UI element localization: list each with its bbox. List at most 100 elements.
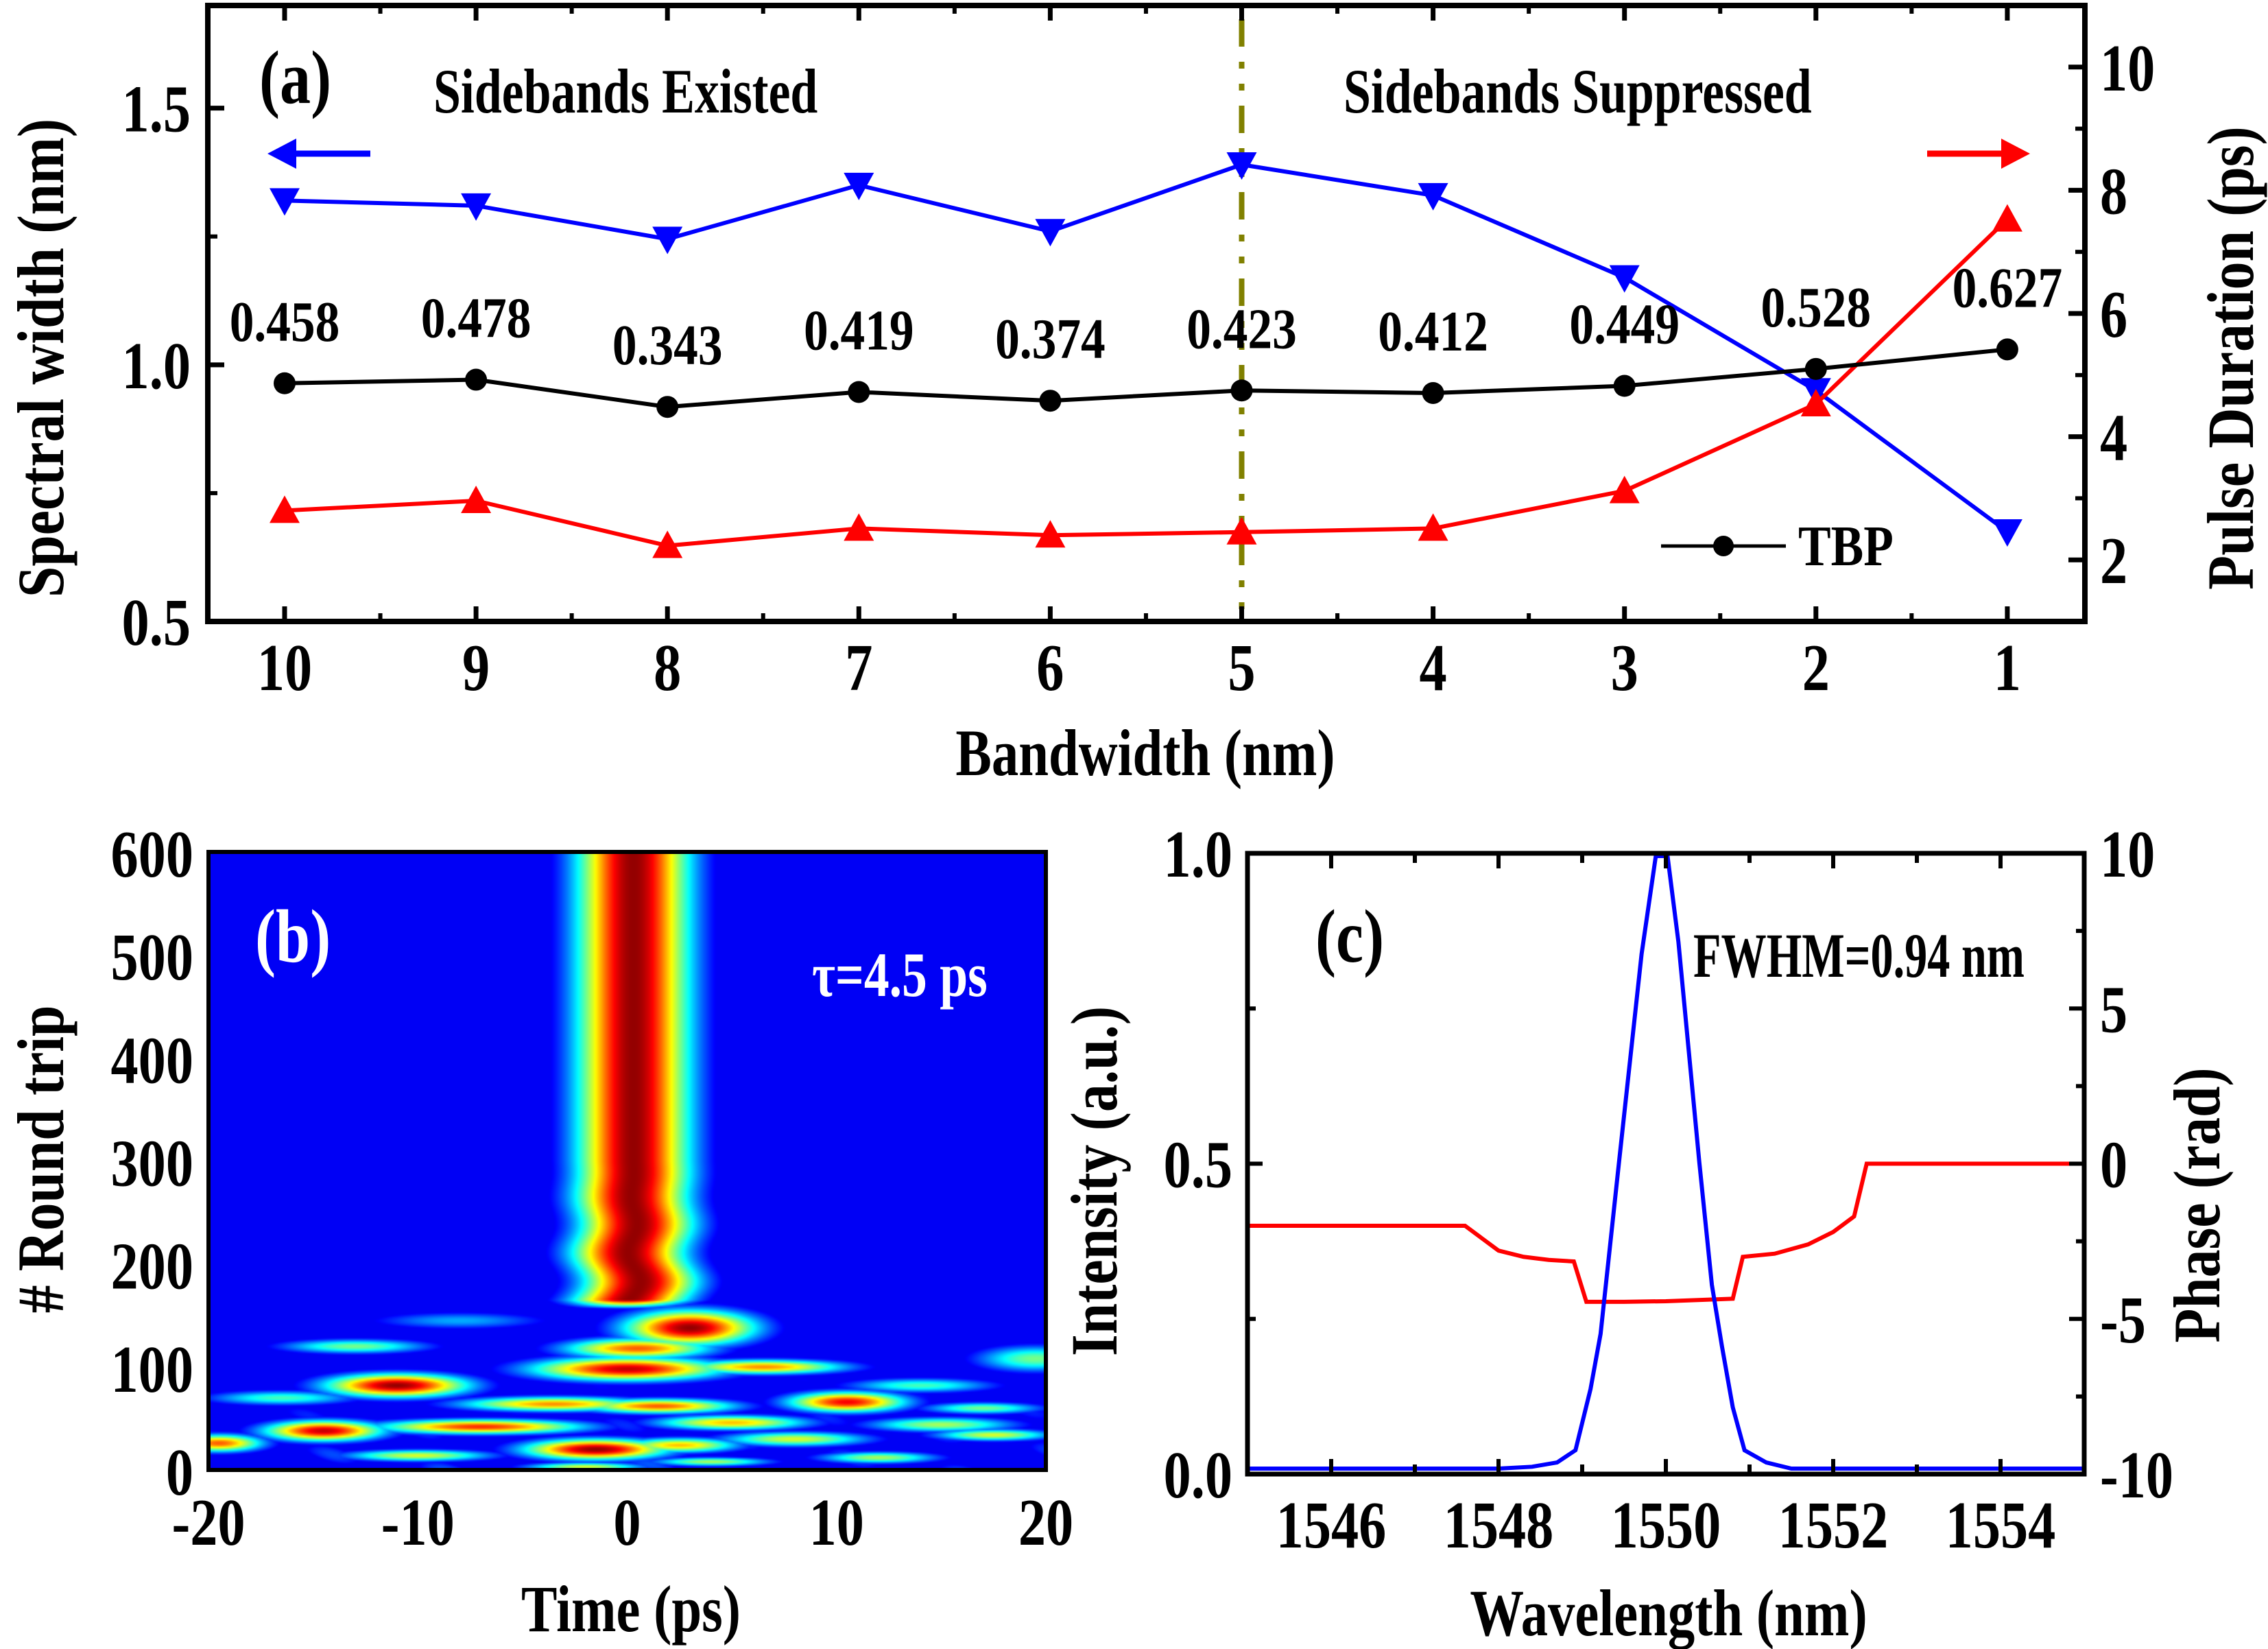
heatmap-container	[208, 852, 1046, 1470]
pulse-duration-marker	[1418, 513, 1448, 541]
spectral-width-marker	[1418, 182, 1448, 211]
panel-c: 1546 1548 1550 1552 1554 0.0 0.5 1.0 -10 -5 0 5 10 (…	[1059, 818, 2234, 1649]
heatmap	[208, 852, 1046, 1470]
pulse-duration-marker	[1226, 517, 1257, 545]
tbp-marker	[1996, 338, 2018, 361]
y2-tick-label: 8	[2100, 154, 2127, 228]
x-tick-label: 0	[613, 1486, 641, 1560]
y-tick-label: 0.5	[122, 586, 191, 660]
intensity-curve	[1248, 854, 2084, 1471]
y2-tick-label: 0	[2100, 1128, 2127, 1202]
tbp-marker	[465, 368, 488, 391]
y2-tick-label: 10	[2100, 818, 2155, 892]
x-tick-label: 4	[1420, 631, 1447, 705]
tbp-legend-text: TBP	[1798, 514, 1894, 578]
x-tick-label: 5	[1228, 631, 1255, 705]
tbp-legend: TBP	[1661, 514, 1894, 578]
x-tick-label: 8	[654, 631, 681, 705]
spectral-width-marker	[1035, 219, 1066, 247]
left-axis-arrow-icon	[267, 139, 370, 169]
panel-a: 0.458 0.478 0.343 0.419 0.374 0.423 0.412 0.449…	[5, 3, 2268, 790]
tbp-marker	[1039, 390, 1062, 412]
x-tick-label: 2	[1802, 631, 1830, 705]
sidebands-suppressed-annotation: Sidebands Suppressed	[1344, 56, 1812, 126]
y2-tick-label: 10	[2100, 31, 2155, 105]
panel-c-y2label: Phase (rad)	[2162, 1067, 2234, 1342]
pulse-duration-marker	[1992, 204, 2022, 232]
x-tick-label: -20	[171, 1486, 245, 1560]
y2-tick-label: 2	[2100, 524, 2127, 598]
y-tick-label: 400	[110, 1023, 193, 1098]
x-tick-label: 3	[1611, 631, 1638, 705]
tbp-data-label: 0.478	[421, 286, 532, 350]
y2-tick-label: -10	[2100, 1438, 2173, 1512]
panel-c-label: (c)	[1315, 894, 1384, 978]
x-tick-label: 6	[1036, 631, 1064, 705]
tbp-marker	[656, 396, 679, 418]
pulse-duration-marker	[1035, 520, 1066, 548]
tbp-data-label: 0.627	[1953, 256, 2063, 320]
tbp-marker	[1230, 379, 1253, 402]
tbp-data-label: 0.412	[1378, 300, 1488, 364]
right-axis-arrow-icon	[1927, 139, 2030, 169]
pulse-duration-marker	[461, 485, 492, 513]
y2-tick-label: -5	[2100, 1283, 2146, 1357]
tbp-legend-marker	[1713, 536, 1734, 556]
pulse-duration-marker	[652, 530, 683, 558]
pulse-width-annotation: τ=4.5 ps	[812, 940, 988, 1010]
y2-tick-label: 6	[2100, 278, 2127, 352]
panel-c-ticks: 1546 1548 1550 1552 1554 0.0 0.5 1.0 -10 -5 0 5 10	[1164, 818, 2174, 1563]
pulse-duration-marker	[270, 495, 300, 523]
spectral-width-marker	[461, 193, 492, 221]
tbp-data-label: 0.419	[804, 298, 914, 362]
sidebands-existed-annotation: Sidebands Existed	[433, 56, 817, 126]
x-tick-label: 1552	[1778, 1488, 1889, 1563]
pulse-duration-line	[284, 217, 2009, 548]
x-tick-label: 20	[1018, 1486, 1073, 1560]
fwhm-annotation: FWHM=0.94 nm	[1693, 922, 2025, 991]
x-tick-label: 9	[462, 631, 490, 705]
y-tick-label: 200	[110, 1229, 193, 1303]
tbp-marker	[274, 372, 296, 394]
y-tick-label: 1.0	[1164, 818, 1232, 892]
y-tick-label: 0.5	[1164, 1128, 1232, 1202]
tbp-marker	[1804, 357, 1827, 380]
tbp-data-label: 0.423	[1186, 297, 1297, 361]
pulse-duration-marker	[1609, 475, 1640, 503]
x-tick-label: 1546	[1276, 1488, 1387, 1563]
x-tick-label: 10	[809, 1486, 864, 1560]
x-tick-label: 1	[1994, 631, 2021, 705]
panel-a-y2label: Pulse Duration (ps)	[2195, 126, 2268, 589]
tbp-data-label: 0.374	[995, 307, 1106, 371]
y-tick-label: 100	[110, 1332, 193, 1406]
y-tick-label: 0	[166, 1436, 193, 1510]
spectral-width-marker	[1609, 265, 1640, 293]
tbp-marker	[1422, 381, 1444, 404]
spectral-width-marker	[1226, 152, 1257, 180]
tbp-marker	[1613, 375, 1636, 397]
panel-a-xlabel: Bandwidth (nm)	[955, 717, 1335, 790]
panel-b-ylabel: # Round trip	[5, 1006, 78, 1314]
tbp-data-label: 0.343	[612, 313, 723, 377]
y-tick-label: 1.0	[122, 329, 191, 403]
y-tick-label: 500	[110, 921, 193, 995]
y-tick-label: 0.0	[1164, 1438, 1232, 1512]
phase-curve	[1248, 1161, 2084, 1304]
spectral-width-marker	[844, 172, 874, 200]
spectral-width-marker	[652, 226, 683, 254]
x-tick-label: 7	[845, 631, 872, 705]
y-tick-label: 600	[110, 818, 193, 892]
y-tick-label: 300	[110, 1126, 193, 1200]
pulse-duration-marker	[844, 513, 874, 541]
y2-tick-label: 4	[2100, 401, 2127, 475]
y2-tick-label: 5	[2100, 973, 2127, 1047]
x-tick-label: 1548	[1444, 1488, 1554, 1563]
x-tick-label: 1550	[1611, 1488, 1721, 1563]
x-tick-label: 10	[257, 631, 312, 705]
tbp-line	[284, 347, 2008, 410]
x-tick-label: 1554	[1946, 1488, 2056, 1563]
panel-a-label: (a)	[259, 36, 331, 119]
